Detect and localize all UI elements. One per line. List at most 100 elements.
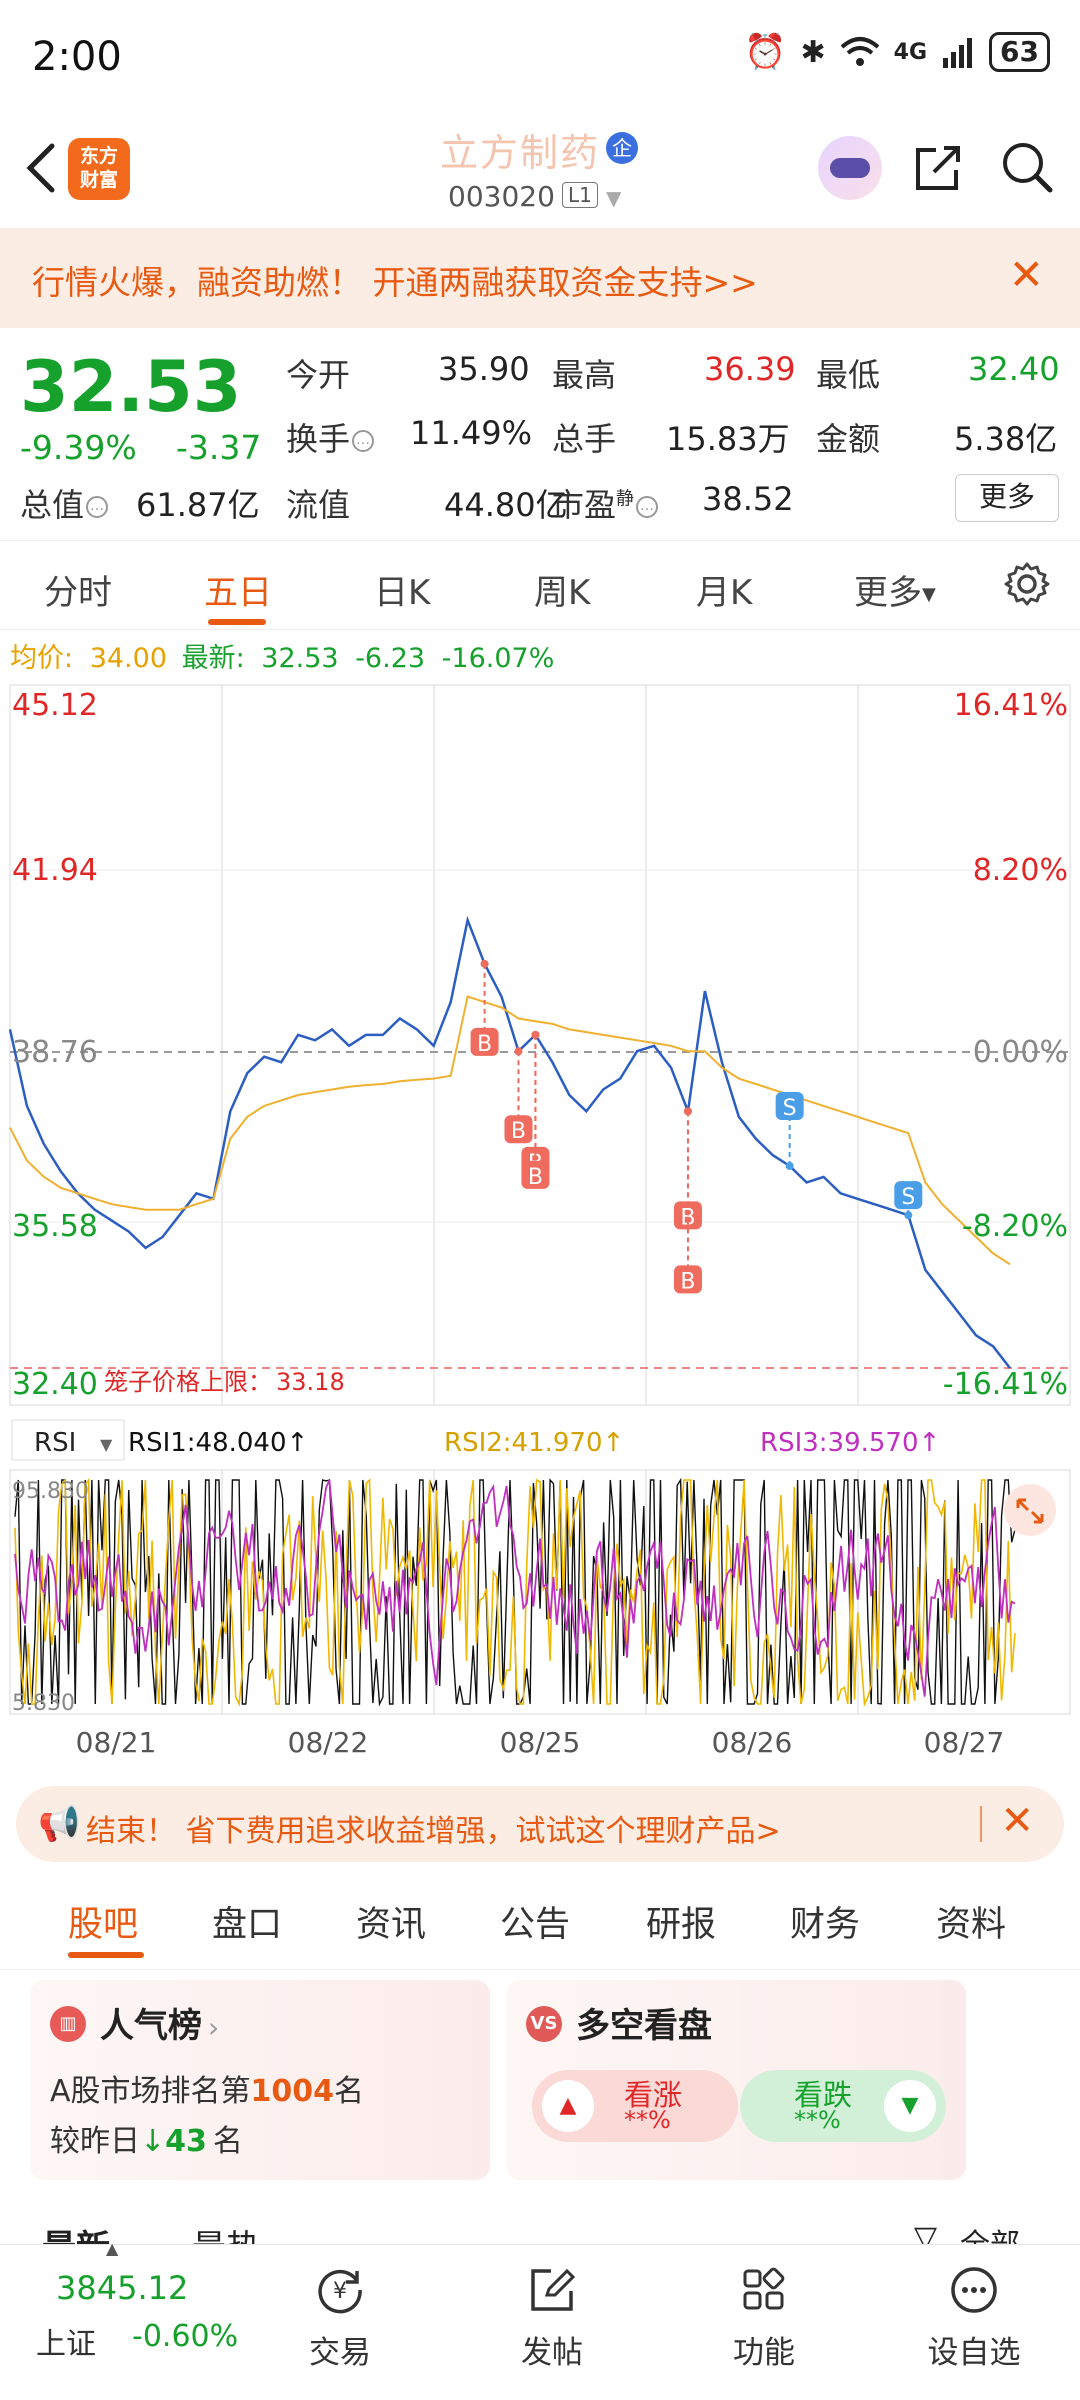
tab-monthly-k[interactable]: 月K (696, 573, 753, 613)
pct-tick-label: 16.41% (954, 688, 1068, 723)
filter-all[interactable]: 全部 (960, 2220, 1020, 2244)
buy-marker (673, 1201, 702, 1230)
tab-weekly-k[interactable]: 周K (534, 573, 591, 613)
filter-icon[interactable]: ▽ (914, 2220, 938, 2244)
arrow-down-icon: ↓ (140, 2124, 166, 2159)
expand-button[interactable] (1004, 1484, 1056, 1536)
back-button[interactable] (22, 140, 62, 211)
rank-value: 1004 (250, 2074, 335, 2109)
close-icon[interactable]: ✕ (1000, 1798, 1034, 1844)
marker-label: B (680, 1269, 695, 1294)
pct-tick-label: -16.41% (943, 1367, 1068, 1402)
section-tabs: 股吧 盘口 资讯 公告 研报 财务 资料 (0, 1880, 1080, 1970)
tab-news[interactable]: 资讯 (356, 1905, 427, 1945)
volume-value: 15.83万 (666, 420, 790, 458)
ranking-icon: ▥ (50, 2006, 86, 2042)
turnover-label[interactable]: 换手… (286, 414, 375, 460)
more-button[interactable]: 更多 (955, 474, 1059, 522)
tab-five-day[interactable]: 五日 (204, 573, 272, 613)
tab-daily-k[interactable]: 日K (374, 573, 431, 613)
x-tick-label: 08/22 (288, 1726, 369, 1759)
tab-more[interactable]: 更多▼ (854, 565, 936, 614)
assistant-avatar[interactable] (818, 136, 882, 200)
more-dots-icon (951, 2267, 997, 2313)
app-logo: 东方 财富 (68, 138, 130, 200)
sort-hottest[interactable]: 最热 (192, 2220, 260, 2244)
float-cap-value: 44.80亿 (444, 486, 568, 524)
popularity-card[interactable]: ▥ 人气榜 › A股市场排名第1004名 较昨日↓43 名 (30, 1980, 490, 2180)
gear-icon[interactable] (1004, 561, 1050, 607)
nav-label: 功能 (733, 2335, 795, 2371)
pct-tick-label: 0.00% (973, 1035, 1068, 1070)
pct-tick-label: -8.20% (962, 1209, 1068, 1244)
vote-up-button[interactable]: ▲ 看涨 **% (532, 2070, 738, 2142)
tab-order-book[interactable]: 盘口 (212, 1905, 283, 1945)
chevron-down-icon[interactable]: ▼ (606, 186, 622, 210)
marker-label: B (511, 1119, 526, 1144)
pe-value: 38.52 (702, 480, 794, 518)
info-icon[interactable]: … (636, 496, 659, 518)
promo-ad-bar[interactable]: 📢 结束！ 省下费用追求收益增强，试试这个理财产品> ✕ (16, 1786, 1064, 1862)
buy-marker (521, 1160, 550, 1189)
tab-profile[interactable]: 资料 (936, 1905, 1007, 1945)
sentiment-card[interactable]: VS 多空看盘 ▲ 看涨 **% 看跌 **% ▼ (506, 1980, 966, 2180)
trade-markers: BBBBBBSS (470, 959, 923, 1294)
info-icon[interactable]: … (86, 496, 109, 518)
share-icon[interactable] (912, 142, 964, 194)
price-tick-label: 38.76 (12, 1035, 98, 1070)
versus-icon: VS (526, 2006, 562, 2042)
market-cap-label[interactable]: 总值… (20, 480, 109, 526)
ad-text[interactable]: 结束！ 省下费用追求收益增强，试试这个理财产品> (86, 1814, 781, 1849)
rank-suffix: 名 (334, 2074, 365, 2109)
change-amount: -3.37 (176, 428, 262, 467)
indicator-select-label[interactable]: RSI (34, 1428, 76, 1458)
chart-canvas[interactable]: BBBBBBSS 45.12 41.94 38.76 35.58 32.40 1… (0, 680, 1080, 1770)
banner-text[interactable]: 行情火爆，融资助燃！ 开通两融获取资金支持>> (32, 263, 758, 302)
amount-label: 金额 (816, 420, 881, 458)
nav-functions[interactable]: 功能 (694, 2265, 834, 2372)
amount-value: 5.38亿 (954, 420, 1058, 458)
stock-name[interactable]: 立方制药 (440, 131, 601, 175)
turnover-label-text: 换手 (286, 420, 351, 458)
nav-trade[interactable]: ¥ 交易 (270, 2265, 410, 2372)
search-icon[interactable] (1000, 140, 1054, 194)
x-axis-labels: 08/21 08/22 08/25 08/26 08/27 (76, 1726, 1005, 1759)
card-title: 多空看盘 (576, 2006, 712, 2046)
bottom-nav: ▲ 3845.12 上证 -0.60% ¥ 交易 发帖 功能 设自选 (0, 2239, 1080, 2400)
nav-add-watchlist[interactable]: 设自选 (904, 2265, 1044, 2372)
sell-marker (775, 1091, 804, 1120)
level-badge[interactable]: L1 (562, 182, 598, 208)
limit-value: 33.18 (276, 1368, 345, 1396)
close-icon[interactable]: ✕ (1008, 250, 1044, 299)
tab-announcements[interactable]: 公告 (500, 1905, 571, 1945)
vote-down-button[interactable]: 看跌 **% ▼ (740, 2070, 946, 2142)
rank-change-prefix: 较昨日 (50, 2124, 140, 2159)
caret-up-icon: ▲ (106, 2239, 119, 2258)
marker-label: S (783, 1096, 797, 1121)
tab-financials[interactable]: 财务 (790, 1905, 861, 1945)
index-name: 上证 (36, 2327, 96, 2362)
avg-label: 均价: (10, 643, 74, 674)
info-icon[interactable]: … (352, 430, 375, 452)
open-value: 35.90 (438, 350, 530, 388)
tab-research[interactable]: 研报 (646, 1905, 717, 1945)
marker-dot (904, 1211, 913, 1220)
tab-forum[interactable]: 股吧 (68, 1905, 139, 1945)
nav-post[interactable]: 发帖 (482, 2265, 622, 2372)
five-day-chart[interactable]: BBBBBBSS 45.12 41.94 38.76 35.58 32.40 1… (0, 680, 1080, 1770)
marker-dot (531, 1030, 540, 1039)
sort-latest[interactable]: 最新 (42, 2220, 110, 2244)
indicator-select[interactable] (11, 1419, 125, 1461)
margin-trading-banner[interactable]: 行情火爆，融资助燃！ 开通两融获取资金支持>> ✕ (0, 228, 1080, 328)
tab-intraday[interactable]: 分时 (44, 573, 112, 613)
index-ticker[interactable]: ▲ 3845.12 上证 -0.60% (0, 2239, 238, 2400)
price-tick-label: 32.40 (12, 1367, 98, 1402)
rank-line: A股市场排名第1004名 (50, 2066, 364, 2110)
average-price-line: 均价: 34.00 最新: 32.53 -6.23 -16.07% (10, 636, 554, 675)
wifi-icon (840, 37, 879, 66)
status-bar: 2:00 ⏰ ✱ 4G 63 (0, 0, 1080, 110)
pe-label[interactable]: 市盈静… (552, 480, 659, 526)
x-tick-label: 08/26 (712, 1726, 793, 1759)
rank-change-suffix: 名 (212, 2124, 243, 2159)
x-tick-label: 08/21 (76, 1726, 157, 1759)
